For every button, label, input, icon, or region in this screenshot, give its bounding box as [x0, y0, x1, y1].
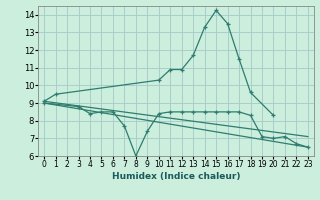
- X-axis label: Humidex (Indice chaleur): Humidex (Indice chaleur): [112, 172, 240, 181]
